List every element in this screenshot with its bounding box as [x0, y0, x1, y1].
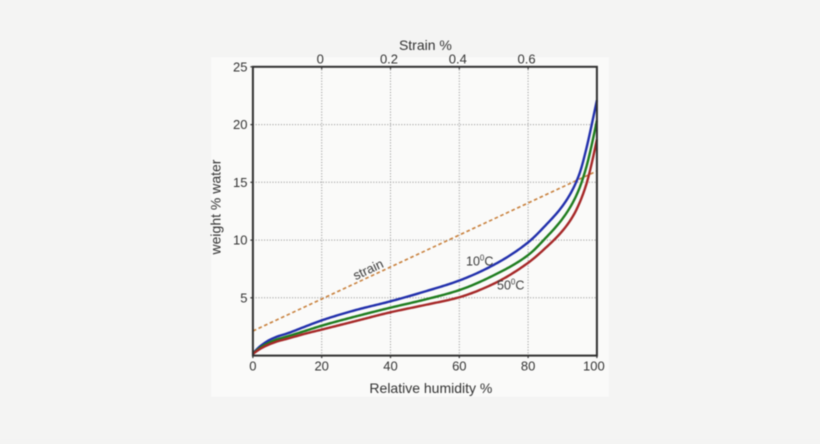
svg-text:20: 20 — [233, 117, 247, 132]
svg-text:5: 5 — [240, 290, 247, 305]
svg-text:25: 25 — [233, 59, 247, 74]
svg-text:100: 100 — [583, 359, 605, 374]
svg-text:0: 0 — [249, 359, 256, 374]
svg-text:500C: 500C — [497, 278, 524, 293]
svg-text:80: 80 — [521, 359, 535, 374]
svg-text:Relative humidity %: Relative humidity % — [369, 380, 492, 396]
svg-text:100C: 100C — [466, 254, 493, 269]
svg-text:0.6: 0.6 — [518, 52, 536, 67]
svg-text:Strain %: Strain % — [399, 37, 452, 53]
svg-text:0.4: 0.4 — [449, 52, 467, 67]
svg-text:weight % water: weight % water — [208, 159, 224, 255]
svg-text:0.2: 0.2 — [380, 52, 398, 67]
svg-text:15: 15 — [233, 175, 247, 190]
svg-text:40: 40 — [383, 359, 397, 374]
svg-text:10: 10 — [233, 233, 247, 248]
svg-text:60: 60 — [452, 359, 466, 374]
svg-text:0: 0 — [317, 52, 324, 67]
svg-text:20: 20 — [314, 359, 328, 374]
